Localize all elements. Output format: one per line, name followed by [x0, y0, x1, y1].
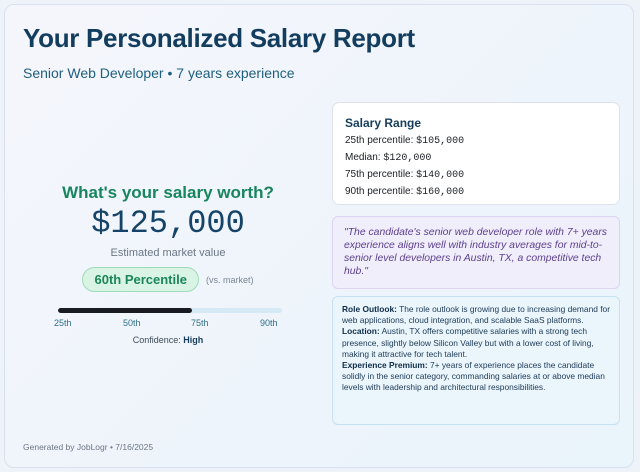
range-row-median: Median: $120,000: [345, 152, 431, 164]
range-value: $105,000: [416, 136, 465, 147]
range-label: 90th percentile:: [345, 186, 414, 197]
insight-label: Location:: [342, 326, 380, 337]
insight-text: 7+ years of experience places the candid…: [342, 360, 605, 393]
salary-report-card: Your Personalized Salary Report Senior W…: [4, 4, 634, 468]
insight-role-outlook: Role Outlook: The role outlook is growin…: [342, 304, 610, 326]
range-value: $120,000: [383, 153, 432, 164]
page-title: Your Personalized Salary Report: [23, 23, 415, 53]
tick-25th: 25th: [54, 318, 72, 328]
insight-text: Austin, TX offers competitive salaries w…: [342, 326, 594, 359]
vs-market-label: (vs. market): [205, 274, 254, 285]
insight-experience-premium: Experience Premium: 7+ years of experien…: [342, 360, 610, 394]
range-label: 25th percentile:: [345, 135, 414, 146]
tick-90th: 90th: [260, 318, 278, 328]
insights-panel: Role Outlook: The role outlook is growin…: [332, 296, 620, 425]
percentile-bar-fill: [58, 308, 193, 313]
range-label: 75th percentile:: [345, 169, 414, 180]
salary-range-panel: Salary Range 25th percentile: $105,000 M…: [332, 102, 620, 205]
insight-label: Role Outlook:: [342, 304, 397, 314]
range-row-75th: 75th percentile: $140,000: [345, 169, 464, 181]
salary-worth-heading: What's your salary worth?: [62, 183, 274, 202]
range-label: Median:: [345, 152, 381, 163]
range-row-90th: 90th percentile: $160,000: [345, 186, 464, 198]
confidence-label: Confidence:: [132, 335, 181, 345]
percentile-bar: [58, 308, 282, 313]
range-value: $140,000: [416, 170, 465, 181]
footer-generated: Generated by JobLogr • 7/16/2025: [23, 442, 154, 452]
percentile-row: 60th Percentile (vs. market): [23, 267, 313, 292]
insight-label: Experience Premium:: [342, 360, 428, 371]
page-subtitle: Senior Web Developer • 7 years experienc…: [23, 65, 295, 81]
salary-amount: $125,000: [91, 205, 245, 242]
tick-50th: 50th: [123, 318, 141, 328]
salary-range-title: Salary Range: [345, 116, 422, 130]
insight-location: Location: Austin, TX offers competitive …: [342, 326, 610, 360]
analysis-quote: "The candidate's senior web developer ro…: [332, 216, 620, 289]
tick-75th: 75th: [191, 318, 209, 328]
percentile-badge: 60th Percentile: [82, 267, 199, 292]
estimate-label: Estimated market value: [110, 247, 226, 259]
range-row-25th: 25th percentile: $105,000: [345, 135, 464, 147]
range-value: $160,000: [416, 187, 465, 198]
confidence-line: Confidence: High: [23, 335, 313, 345]
insight-text: The role outlook is growing due to incre…: [342, 304, 610, 326]
confidence-value: High: [183, 335, 204, 345]
